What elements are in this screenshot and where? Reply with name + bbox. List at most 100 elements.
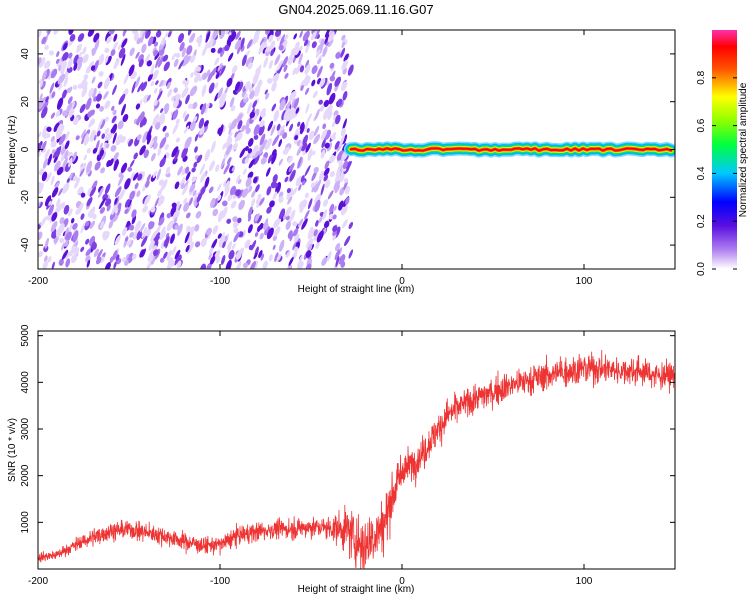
spectrogram-noise-blob	[333, 110, 339, 117]
spectrogram-noise-blob	[177, 33, 185, 43]
spectrogram-noise-blob	[201, 47, 207, 56]
spectrogram-noise-blob	[104, 262, 111, 269]
spectrogram-noise-blob	[189, 54, 196, 64]
colorbar-gradient	[712, 30, 737, 269]
snr-y-tick-label: 2000	[20, 464, 31, 487]
colorbar-tick-label: 0.6	[696, 118, 707, 132]
spectrogram-noise-blob	[278, 196, 284, 203]
spectrogram-noise-blob	[241, 54, 247, 67]
spectrogram-noise-blob	[86, 197, 93, 207]
spectrogram-noise-blob	[75, 177, 81, 183]
spectrogram-noise-blob	[101, 151, 106, 160]
spectrogram-noise-blob	[57, 73, 66, 85]
spectrogram-noise-blob	[335, 114, 341, 125]
spectrogram-noise-blob	[191, 176, 197, 182]
spectrogram-noise-blob	[160, 179, 168, 191]
spectrogram-noise-blob	[64, 239, 69, 247]
spectrogram-noise-blob	[181, 47, 187, 58]
spectrogram-noise-blob	[323, 220, 330, 229]
spectrogram-noise-blob	[141, 81, 148, 92]
spectrogram-noise-blob	[334, 76, 342, 87]
spectrogram-noise-blob	[100, 220, 104, 229]
spectrogram-noise-blob	[229, 97, 235, 108]
spectrogram-noise-blob	[208, 247, 214, 255]
spectrogram-noise-blob	[296, 145, 303, 156]
spectrogram-noise-blob	[244, 239, 251, 249]
spectrogram-noise-blob	[108, 30, 115, 35]
spectrogram-noise-blob	[341, 219, 348, 229]
spectrogram-noise-blob	[319, 104, 325, 112]
spectrogram-noise-blob	[305, 250, 312, 258]
spectrogram-noise-blob	[331, 119, 337, 128]
spectrogram-noise-blob	[259, 133, 266, 146]
spectrogram-noise-blob	[340, 261, 346, 268]
spectrogram-noise-blob	[59, 237, 65, 244]
spectrogram-noise-blob	[276, 123, 281, 131]
spectrogram-noise-blob	[78, 51, 83, 58]
spectrogram-noise-blob	[50, 140, 57, 148]
spectrogram-noise-blob	[147, 249, 154, 262]
spectrogram-noise-blob	[273, 109, 280, 122]
spectrogram-noise-blob	[140, 235, 148, 247]
spectrogram-noise-blob	[38, 57, 46, 68]
spectrogram-noise-blob	[180, 182, 185, 190]
spectrogram-noise-blob	[199, 127, 205, 136]
spectrogram-noise-blob	[172, 209, 180, 221]
spectrogram-noise-blob	[247, 185, 253, 193]
spectrogram-noise-blob	[208, 186, 214, 194]
spectrogram-noise-blob	[236, 44, 242, 55]
spectrogram-noise-blob	[213, 249, 221, 261]
spectrogram-noise-blob	[159, 79, 164, 87]
spectrogram-noise-blob	[118, 188, 126, 201]
spectrogram-noise-blob	[305, 238, 314, 250]
spectrogram-noise-blob	[90, 118, 96, 126]
snr-x-tick-label: -100	[210, 576, 230, 587]
spectrogram-noise-blob	[112, 41, 119, 51]
spectrogram-noise-blob	[186, 225, 190, 231]
spectrogram-noise-blob	[91, 76, 96, 84]
spectrogram-noise-blob	[85, 248, 91, 256]
spectrogram-noise-blob	[221, 254, 226, 266]
spectrogram-noise-blob	[186, 226, 191, 233]
spectrogram-noise-blob	[64, 149, 69, 160]
spectrogram-noise-blob	[289, 169, 296, 182]
spectrogram-noise-blob	[128, 138, 134, 147]
spectrogram-noise-blob	[314, 199, 321, 213]
spectrogram-noise-blob	[175, 93, 181, 101]
spectrogram-noise-blob	[231, 65, 238, 74]
spectrogram-noise-blob	[300, 84, 304, 92]
spectrogram-noise-blob	[182, 54, 189, 67]
figure-title: GN04.2025.069.11.16.G07	[278, 2, 433, 17]
spectrogram-noise-blob	[145, 179, 150, 188]
spectrogram-noise-blob	[58, 83, 63, 91]
spectrogram-noise-blob	[164, 105, 170, 115]
spectrogram-noise-blob	[259, 197, 265, 206]
spectrogram-noise-blob	[50, 220, 58, 233]
spectrogram-noise-blob	[94, 39, 100, 52]
spectrogram-noise-blob	[91, 180, 98, 191]
spectrogram-noise-blob	[215, 164, 220, 172]
spectrogram-noise-blob	[38, 57, 42, 67]
spectrogram-noise-blob	[53, 30, 60, 35]
spectrogram-noise-blob	[291, 187, 298, 196]
spectrogram-noise-blob	[76, 43, 83, 54]
spectrogram-noise-blob	[45, 96, 49, 103]
spectrogram-noise-blob	[298, 184, 302, 191]
spectrogram-noise-blob	[319, 38, 325, 50]
spectrogram-x-tick-label: 0	[399, 276, 405, 287]
spectrogram-noise-blob	[153, 49, 159, 57]
colorbar: 0.0 0.2 0.4 0.6 0.8 Normalized spectral ampl…	[696, 30, 749, 276]
spectrogram-noise-blob	[348, 221, 354, 230]
spectrogram-noise-blob	[292, 221, 298, 227]
spectrogram-noise-blob	[39, 93, 43, 102]
spectrogram-noise-blob	[271, 81, 277, 92]
spectrogram-noise-blob	[61, 89, 68, 99]
spectrogram-noise-blob	[298, 218, 304, 228]
spectrogram-noise-blob	[191, 102, 198, 110]
spectrogram-y-label: Frequency (Hz)	[7, 116, 18, 185]
spectrogram-noise-blob	[302, 30, 310, 42]
snr-panel: -200 -100 0 100 1000 2000 3000 4000 5000 Height…	[7, 324, 676, 595]
spectrogram-noise-blob	[289, 90, 297, 102]
spectrogram-noise-blob	[301, 199, 308, 209]
spectrogram-noise-blob	[334, 243, 341, 252]
